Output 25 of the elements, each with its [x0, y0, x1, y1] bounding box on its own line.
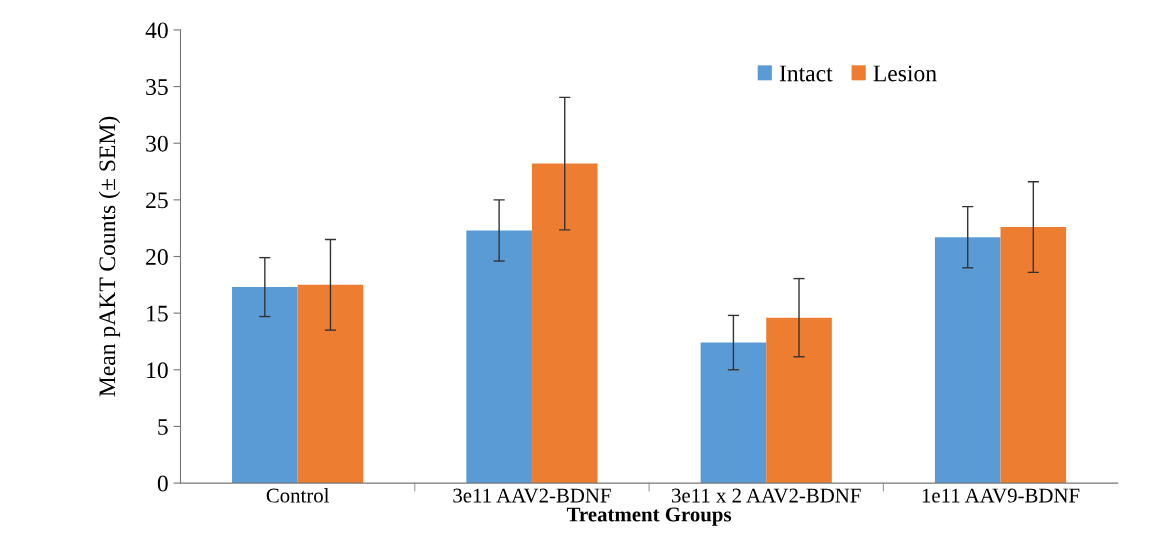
- y-tick-label: 0: [157, 475, 168, 492]
- y-tick-label: 20: [146, 248, 168, 265]
- y-tick-label: 5: [158, 419, 168, 435]
- x-tick-label: 3e11 x 2 AAV2-BDNF: [672, 488, 861, 503]
- bar: [766, 317, 832, 484]
- bar: [934, 237, 1001, 484]
- x-axis-title: Treatment Groups: [566, 507, 732, 526]
- x-tick-label: 1e11 AAV9-BDNF: [922, 488, 1080, 503]
- y-axis-title: Mean pAKT Counts (± SEM): [98, 116, 121, 397]
- y-tick-label: 15: [147, 305, 168, 322]
- legend-label: Intact: [779, 65, 833, 82]
- bar: [466, 230, 532, 484]
- y-tick-label: 25: [146, 192, 168, 209]
- y-tick-label: 40: [145, 22, 168, 39]
- y-tick-label: 35: [146, 79, 168, 95]
- bar: [700, 342, 767, 484]
- bar: [1000, 227, 1067, 484]
- x-tick-label: 3e11 AAV2-BDNF: [453, 488, 611, 503]
- y-tick-label: 30: [146, 135, 168, 152]
- bar: [297, 284, 364, 484]
- legend-label: Lesion: [873, 65, 937, 82]
- y-tick-label: 10: [147, 362, 168, 379]
- bar: [531, 163, 598, 484]
- bar: [232, 287, 298, 484]
- x-tick-label: Control: [266, 487, 330, 503]
